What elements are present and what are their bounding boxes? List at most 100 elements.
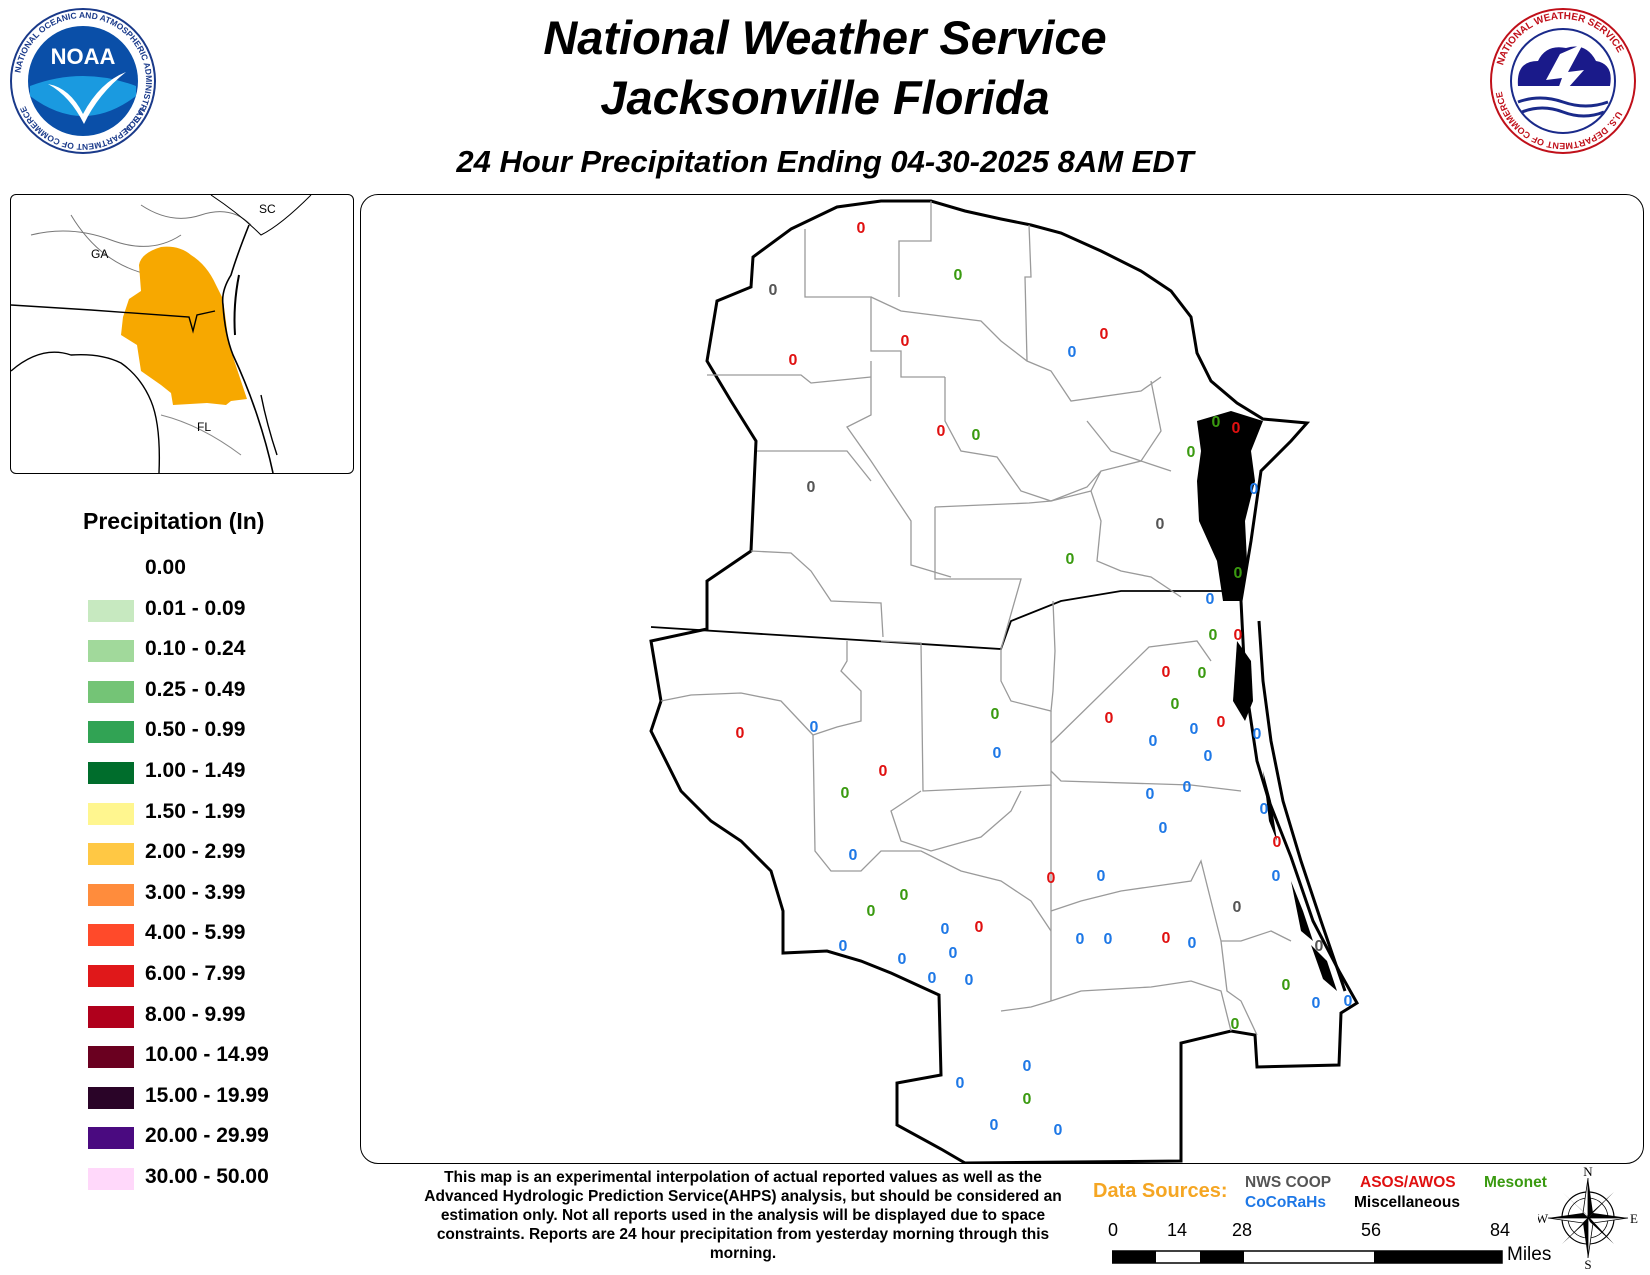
- station-report-cocorahs: 0: [1312, 995, 1321, 1012]
- station-report-asos-awos: 0: [1217, 714, 1226, 731]
- legend-item: 2.00 - 2.99: [88, 840, 348, 870]
- station-report-mesonet: 0: [1066, 551, 1075, 568]
- station-report-cocorahs: 0: [993, 745, 1002, 762]
- scale-unit: Miles: [1507, 1244, 1552, 1265]
- scale-tick-28: 28: [1232, 1220, 1253, 1240]
- legend-label: 4.00 - 5.99: [145, 921, 246, 945]
- source-nws-coop: NWS COOP: [1245, 1174, 1332, 1191]
- station-report-cocorahs: 0: [990, 1117, 999, 1134]
- station-report-asos-awos: 0: [857, 220, 866, 237]
- station-report-mesonet: 0: [841, 785, 850, 802]
- station-report-nws-coop: 0: [769, 282, 778, 299]
- legend-label: 0.00: [145, 556, 186, 579]
- station-report-cocorahs: 0: [1159, 820, 1168, 837]
- station-report-cocorahs: 0: [1149, 733, 1158, 750]
- nws-logo: NATIONAL WEATHER SERVICE U.S. DEPARTMENT…: [1490, 8, 1636, 154]
- station-report-mesonet: 0: [1187, 444, 1196, 461]
- title-line2: Jacksonville Florida: [600, 71, 1050, 124]
- station-report-nws-coop: 0: [1233, 899, 1242, 916]
- data-sources-title: Data Sources:: [1093, 1180, 1228, 1202]
- scale-tick-14: 14: [1167, 1220, 1188, 1240]
- legend-label: 0.01 - 0.09: [145, 596, 246, 620]
- station-report-nws-coop: 0: [1156, 516, 1165, 533]
- station-report-cocorahs: 0: [898, 951, 907, 968]
- title-line1: National Weather Service: [543, 11, 1107, 64]
- station-report-asos-awos: 0: [736, 725, 745, 742]
- station-report-asos-awos: 0: [975, 919, 984, 936]
- legend-swatch: [88, 599, 134, 622]
- legend-item: 3.00 - 3.99: [88, 881, 348, 911]
- legend-swatch: [88, 924, 134, 947]
- legend-item: 0.10 - 0.24: [88, 637, 348, 667]
- legend-label: 30.00 - 50.00: [145, 1165, 269, 1188]
- legend-item: 1.00 - 1.49: [88, 759, 348, 789]
- station-report-cocorahs: 0: [1204, 748, 1213, 765]
- legend-label: 2.00 - 2.99: [145, 840, 246, 864]
- legend-label: 15.00 - 19.99: [145, 1083, 269, 1107]
- station-report-mesonet: 0: [1198, 665, 1207, 682]
- legend-item: 0.50 - 0.99: [88, 718, 348, 748]
- station-report-cocorahs: 0: [1104, 931, 1113, 948]
- station-report-asos-awos: 0: [879, 763, 888, 780]
- station-report-mesonet: 0: [1171, 696, 1180, 713]
- station-report-nws-coop: 0: [807, 479, 816, 496]
- compass-rose: N S W E: [1538, 1166, 1638, 1270]
- source-mesonet: Mesonet: [1484, 1174, 1547, 1191]
- cwa-boundary: [649, 199, 1360, 1163]
- station-report-cocorahs: 0: [1253, 726, 1262, 743]
- station-report-asos-awos: 0: [1232, 420, 1241, 437]
- scale-tick-0: 0: [1108, 1220, 1119, 1240]
- legend-swatch: [88, 843, 134, 866]
- station-report-asos-awos: 0: [1162, 930, 1171, 947]
- station-report-mesonet: 0: [867, 903, 876, 920]
- station-report-asos-awos: 0: [1105, 710, 1114, 727]
- station-report-mesonet: 0: [900, 887, 909, 904]
- legend-item: 10.00 - 14.99: [88, 1043, 348, 1073]
- legend-swatch: [88, 1168, 134, 1190]
- legend-swatch: [88, 762, 134, 784]
- station-report-cocorahs: 0: [965, 972, 974, 989]
- station-report-cocorahs: 0: [1188, 935, 1197, 952]
- legend-swatch: [88, 802, 134, 825]
- legend-item: 0.00: [88, 556, 348, 586]
- legend-swatch: [88, 721, 134, 744]
- compass-s: S: [1584, 1257, 1591, 1270]
- inset-label-fl: FL: [197, 420, 211, 434]
- station-report-cocorahs: 0: [1344, 993, 1353, 1010]
- legend-label: 0.50 - 0.99: [145, 718, 246, 742]
- inset-highlight-region: [121, 246, 247, 405]
- station-report-mesonet: 0: [972, 427, 981, 444]
- station-report-cocorahs: 0: [1097, 868, 1106, 885]
- station-report-cocorahs: 0: [941, 921, 950, 938]
- legend-label: 0.25 - 0.49: [145, 677, 246, 701]
- source-miscellaneous: Miscellaneous: [1354, 1194, 1460, 1211]
- legend-label: 1.50 - 1.99: [145, 799, 246, 823]
- station-report-mesonet: 0: [1231, 1016, 1240, 1033]
- ga-fl-state-line: [650, 590, 1231, 650]
- station-report-mesonet: 0: [1212, 414, 1221, 431]
- legend-title: Precipitation (In): [83, 508, 265, 534]
- legend-label: 3.00 - 3.99: [145, 880, 246, 904]
- legend-label: 8.00 - 9.99: [145, 1002, 246, 1026]
- station-report-nws-coop: 0: [1315, 938, 1324, 955]
- station-report-cocorahs: 0: [1250, 481, 1259, 498]
- legend-item: 8.00 - 9.99: [88, 1003, 348, 1033]
- scale-tick-56: 56: [1361, 1220, 1382, 1240]
- station-report-cocorahs: 0: [1190, 721, 1199, 738]
- compass-w: W: [1538, 1211, 1549, 1226]
- station-report-cocorahs: 0: [810, 719, 819, 736]
- legend-item: 4.00 - 5.99: [88, 921, 348, 951]
- station-report-mesonet: 0: [1234, 565, 1243, 582]
- station-report-asos-awos: 0: [1234, 627, 1243, 644]
- legend-item: 15.00 - 19.99: [88, 1084, 348, 1114]
- legend-label: 1.00 - 1.49: [145, 759, 246, 782]
- inset-locator-map: GA SC FL: [10, 194, 354, 474]
- legend-swatch: [88, 1005, 134, 1028]
- station-report-cocorahs: 0: [1146, 786, 1155, 803]
- station-report-cocorahs: 0: [849, 847, 858, 864]
- legend-swatch: [88, 965, 134, 987]
- compass-e: E: [1630, 1211, 1638, 1226]
- source-cocorahs: CoCoRaHs: [1245, 1194, 1326, 1211]
